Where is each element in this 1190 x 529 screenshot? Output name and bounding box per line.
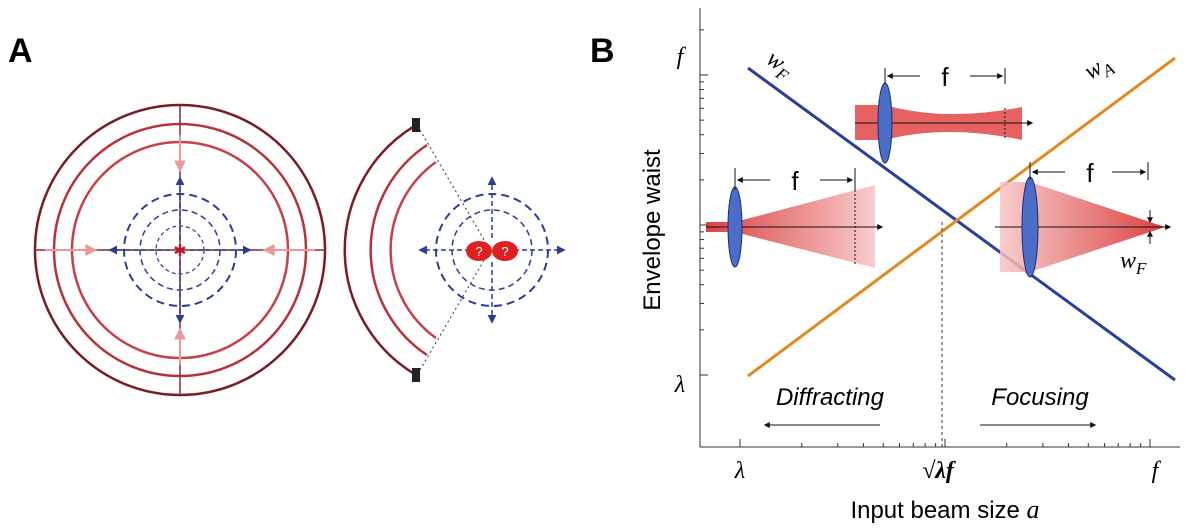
x-axis-title-text: Input beam size (850, 497, 1019, 524)
x-tick-label: f (1152, 458, 1162, 484)
waist-label: wF (1120, 248, 1147, 278)
y-tick-label: λ (674, 372, 685, 398)
unknown-marker: ? (475, 244, 482, 259)
panel-a-left: ✱ (35, 105, 325, 395)
x-axis-title: Input beam size a (850, 495, 1039, 524)
inset-label: f (941, 62, 949, 92)
panel-label: A (8, 32, 33, 70)
figure: A ✱ ? ? B f λ λ √λf f Input beam size a … (0, 0, 1190, 529)
line-label: wA (1080, 49, 1118, 88)
inset-label: f (791, 166, 799, 196)
x-tick-label: λ (734, 458, 745, 484)
svg-text:✱: ✱ (173, 243, 186, 260)
regime-label: Diffracting (776, 384, 885, 411)
x-tick-label: √λf (922, 458, 956, 484)
unknown-marker: ? (501, 244, 508, 259)
panel-label: B (590, 32, 615, 70)
x-axis-variable: a (1027, 495, 1040, 524)
waist-symbol: w (1120, 248, 1136, 274)
inset-label: f (1086, 158, 1094, 188)
regime-label: Focusing (991, 384, 1089, 411)
panel-a-right (345, 118, 564, 382)
waist-subscript: F (1135, 259, 1147, 278)
y-axis-title: Envelope waist (639, 149, 666, 311)
y-tick-label: f (677, 44, 687, 70)
